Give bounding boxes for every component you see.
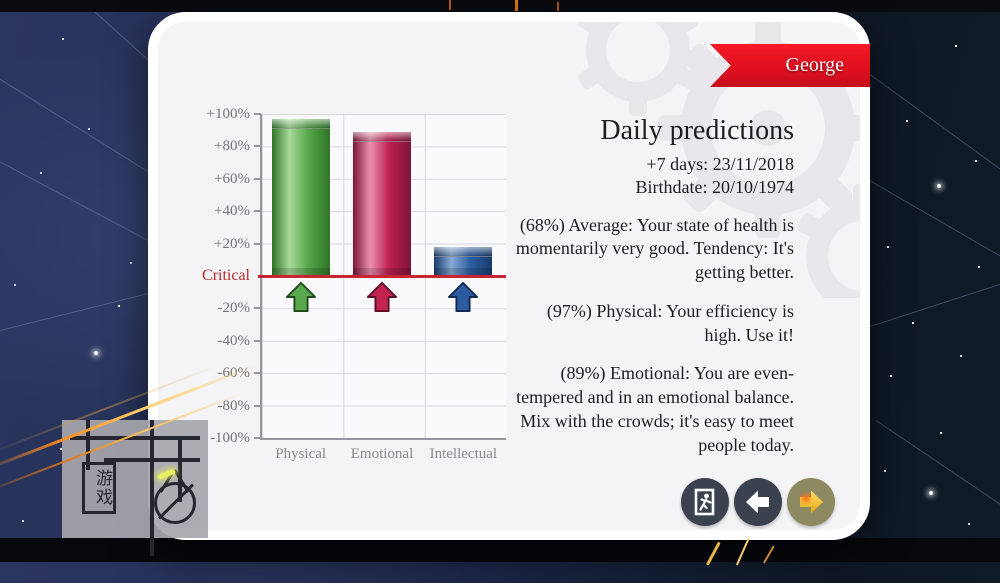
bright-star	[937, 184, 941, 188]
y-tick-label: -20%	[217, 300, 251, 317]
up-arrow-icon-emotional	[366, 281, 398, 313]
chart-bar-intellectual	[434, 246, 493, 276]
orange-tick	[515, 0, 518, 11]
y-tick-label: -80%	[217, 397, 251, 414]
critical-zero-line	[258, 275, 506, 278]
watermark-stroke	[178, 436, 182, 502]
player-name: George	[785, 54, 845, 76]
exit-button[interactable]	[681, 478, 729, 526]
y-tick-mark	[254, 210, 261, 213]
orange-tick	[557, 2, 559, 11]
arrow-left-icon	[746, 490, 769, 514]
emotional-prediction-text: (89%) Emotional: You are even-tempered a…	[516, 363, 794, 455]
x-label-intellectual: Intellectual	[429, 446, 498, 462]
y-tick-mark	[254, 113, 261, 115]
watermark-text-box: 游戏	[82, 462, 116, 514]
constellation-line	[865, 178, 1000, 344]
y-tick-label: -100%	[210, 430, 250, 446]
average-prediction-text: (68%) Average: Your state of health is m…	[515, 214, 794, 283]
x-label-physical: Physical	[275, 446, 327, 462]
back-button[interactable]	[734, 478, 782, 526]
bar-foot-shade	[271, 267, 330, 276]
y-tick-label: +80%	[214, 138, 250, 155]
bar-foot-shade	[434, 267, 493, 276]
bright-star	[94, 351, 98, 355]
up-arrow-icon-physical	[285, 281, 317, 313]
watermark-stroke	[86, 420, 90, 470]
up-arrow-icon-intellectual	[447, 281, 479, 313]
y-tick-label: +100%	[206, 106, 250, 122]
orange-tick	[449, 0, 451, 10]
bottom-letterbox-band	[0, 538, 1000, 562]
y-tick-mark	[254, 339, 261, 342]
page-title: Daily predictions	[600, 116, 794, 146]
y-tick-mark	[254, 145, 261, 148]
physical-prediction-text: (97%) Physical: Your efficiency is high.…	[546, 300, 794, 345]
critical-label: Critical	[202, 267, 250, 284]
bar-cap	[434, 246, 493, 257]
nav-buttons	[681, 478, 835, 526]
y-tick-label: +60%	[214, 170, 250, 187]
watermark-stroke	[150, 420, 154, 556]
predictions-text-column: Daily predictions +7 days: 23/11/2018 Bi…	[506, 116, 794, 466]
bar-foot-shade	[353, 267, 411, 276]
exit-door-icon	[694, 488, 715, 516]
bar-cap	[271, 118, 330, 129]
chart-bar-emotional	[353, 131, 411, 276]
x-label-emotional: Emotional	[350, 446, 414, 462]
constellation-line	[857, 246, 1000, 331]
predictions-card: +100%+80%+60%+40%+20%Critical-20%-40%-60…	[148, 12, 870, 540]
chart-bar-physical	[271, 118, 330, 276]
site-watermark: 游戏	[62, 420, 208, 556]
y-tick-mark	[254, 404, 261, 407]
watermark-circle	[154, 482, 196, 524]
y-tick-label: +20%	[214, 235, 250, 252]
watermark-stroke	[70, 436, 200, 440]
birthdate-line: Birthdate: 20/10/1974	[635, 177, 794, 198]
top-letterbox-band	[0, 0, 1000, 12]
y-tick-label: -40%	[217, 332, 251, 349]
y-tick-mark	[254, 372, 261, 375]
player-name-ribbon: George	[710, 44, 870, 87]
y-tick-mark	[254, 177, 261, 180]
bar-cap	[353, 131, 411, 142]
y-tick-label: +40%	[214, 203, 250, 220]
y-tick-mark	[254, 242, 261, 245]
y-tick-mark	[254, 307, 261, 310]
biorhythm-chart: +100%+80%+60%+40%+20%Critical-20%-40%-60…	[158, 22, 518, 492]
bright-star	[929, 491, 933, 495]
y-tick-mark	[254, 437, 261, 439]
constellation-line	[847, 58, 1000, 242]
next-button[interactable]	[787, 478, 835, 526]
arrow-right-icon	[799, 490, 823, 514]
days-offset-line: +7 days: 23/11/2018	[646, 153, 794, 174]
